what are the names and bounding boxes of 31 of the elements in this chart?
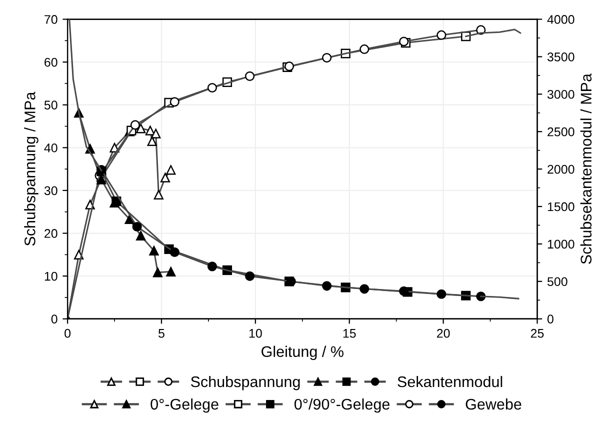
y-tick-label: 70 (44, 15, 58, 24)
y2-tick-label: 4000 (547, 15, 574, 24)
x-tick-label: 10 (249, 328, 262, 338)
x-tick-label: 5 (158, 329, 164, 338)
y-tick-label: 50 (44, 100, 58, 110)
x-tick-label: 25 (530, 328, 544, 338)
y2-tick-label: 0 (547, 314, 554, 324)
text: Schubspannung (190, 376, 300, 390)
legend-label: 0°-Gelege (150, 398, 218, 413)
y2-axis-title: Schubsekantenmodul / MPa (580, 74, 592, 264)
legend-label: 0°/90°-Gelege (294, 398, 390, 413)
x-tick-label: 15 (343, 329, 356, 338)
y2-tick-label: 1500 (548, 202, 574, 212)
y2-tick-label: 3000 (547, 90, 574, 99)
y-tick-label: 30 (44, 186, 58, 196)
y-tick-label: 10 (44, 272, 58, 281)
y-tick-label: 0 (51, 314, 58, 324)
y2-tick-label: 1000 (548, 240, 574, 249)
y2-tick-label: 2500 (548, 127, 574, 136)
x-tick-label: 0 (64, 328, 71, 338)
y-tick-label: 60 (44, 58, 58, 67)
x-tick-label: 20 (436, 328, 450, 338)
x-axis-title: Gleitung / % (262, 346, 344, 360)
y-tick-label: 40 (44, 143, 58, 152)
y-axis-title: Schubspannung / MPa (24, 92, 38, 246)
y2-tick-label: 3500 (547, 52, 574, 62)
legend-label: Gewebe (466, 398, 522, 410)
y2-tick-label: 500 (547, 277, 568, 286)
y-tick-label: 20 (44, 229, 58, 238)
y2-tick-label: 2000 (548, 164, 574, 174)
text: Sekantenmodul (398, 376, 502, 388)
